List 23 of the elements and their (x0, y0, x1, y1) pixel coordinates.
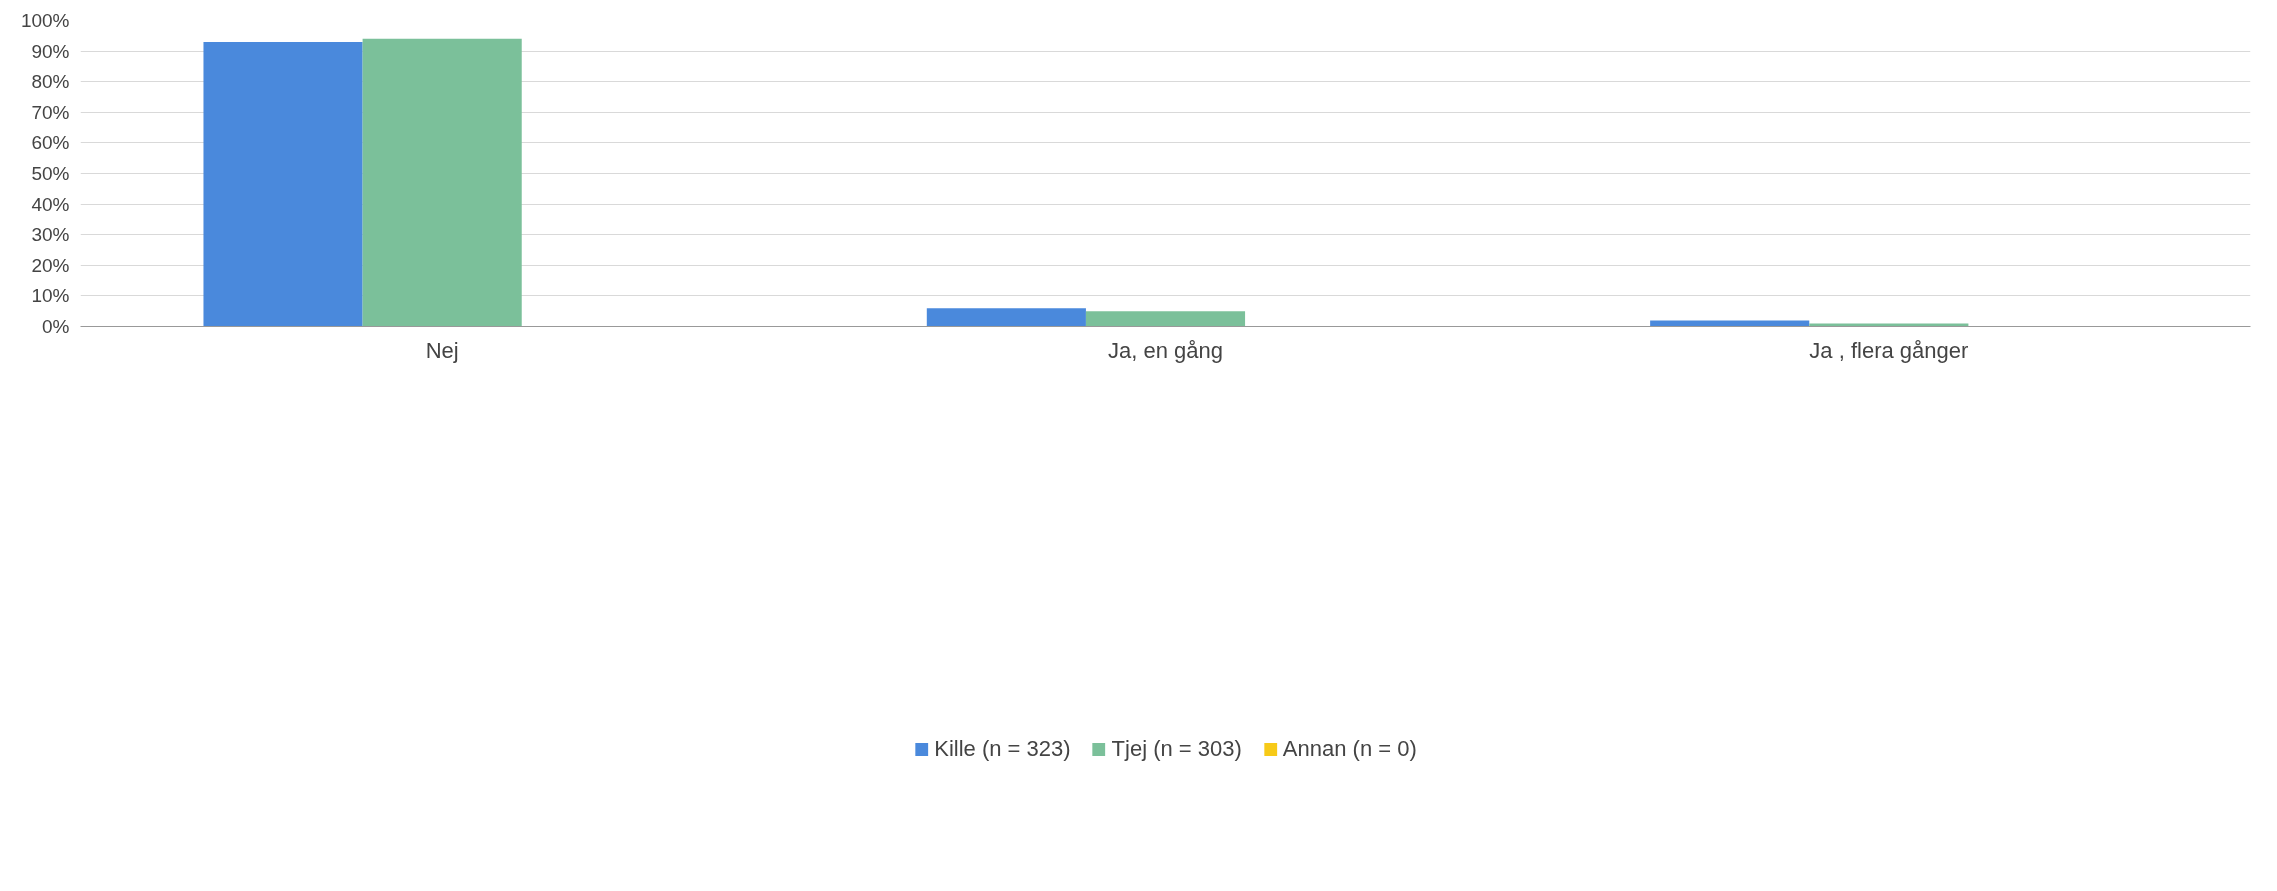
legend-label: Kille (n = 323) (934, 735, 1071, 762)
y-tick-label: 70% (31, 101, 70, 123)
x-tick-label: Ja , flera gånger (1809, 337, 1969, 363)
bar (1809, 323, 1969, 327)
bar (203, 41, 363, 327)
y-tick-label: 100% (20, 10, 70, 31)
y-tick-label: 30% (31, 224, 70, 246)
y-tick-label: 0% (42, 316, 70, 337)
y-tick-label: 60% (31, 132, 70, 154)
y-tick-label: 90% (31, 40, 70, 62)
x-tick-label: Nej (425, 337, 459, 363)
bar (1085, 311, 1246, 327)
x-tick-label: Ja, en gång (1108, 337, 1223, 363)
y-tick-label: 20% (31, 254, 70, 276)
legend-label: Annan (n = 0) (1282, 735, 1417, 762)
y-tick-label: 80% (31, 71, 70, 93)
y-tick-label: 40% (31, 193, 70, 215)
y-tick-label: 10% (31, 285, 70, 307)
bar (1650, 320, 1810, 327)
bar (362, 38, 522, 327)
y-tick-label: 50% (31, 163, 70, 184)
legend-label: Tjej (n = 303) (1111, 735, 1242, 762)
bar (926, 308, 1086, 327)
